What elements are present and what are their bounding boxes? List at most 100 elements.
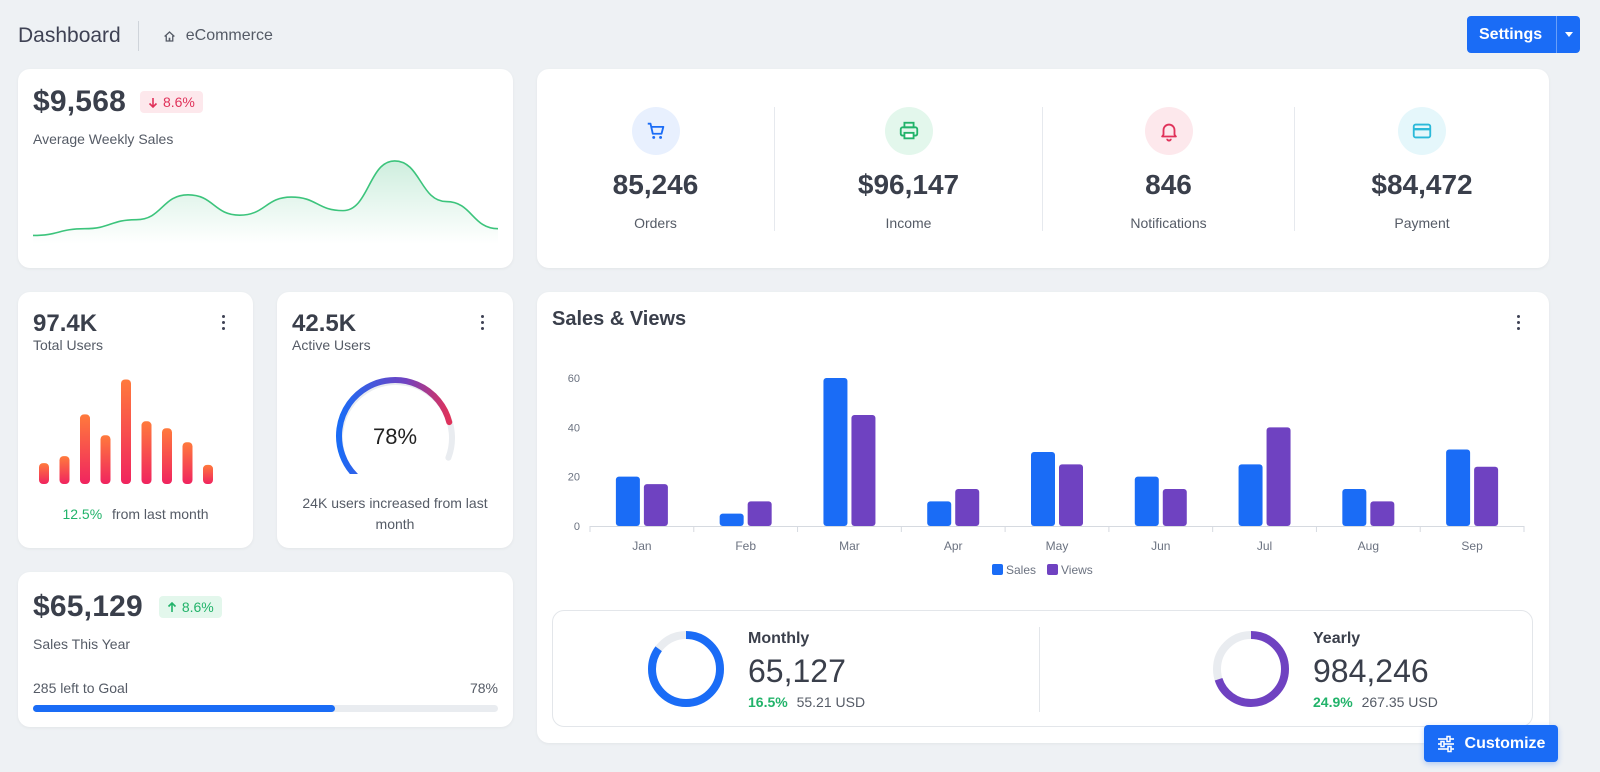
customize-button[interactable]: Customize [1424, 725, 1558, 762]
stat-label: Payment [1394, 215, 1450, 231]
stat-value: $84,472 [1371, 169, 1473, 200]
yearly-usd: 267.35 USD [1361, 694, 1438, 710]
cart-icon [631, 107, 680, 155]
total-users-change: 12.5% from last month [18, 506, 253, 522]
total-users-card: 97.4K Total Users 12.5% from last month [18, 292, 253, 548]
goal-percent: 78% [469, 680, 498, 696]
stat-orders: 85,246 Orders [537, 69, 774, 268]
sales-year-card: $65,129 8.6% Sales This Year 285 left to… [18, 572, 513, 727]
bar-views[interactable] [851, 415, 876, 526]
monthly-usd: 55.21 USD [796, 694, 866, 710]
sales-views-chart: 0 20 40 60 Jan Feb Mar Apr May Jun Jul Aug Sep Sales V… [568, 373, 1525, 577]
settings-label: Settings [1479, 25, 1543, 43]
more-options-icon[interactable] [1510, 314, 1526, 330]
user-bar [121, 379, 131, 484]
sales-views-title: Sales & Views [552, 308, 687, 330]
bar-views[interactable] [643, 484, 668, 526]
bar-views[interactable] [955, 489, 980, 526]
bar-views[interactable] [1059, 464, 1083, 526]
change-text: from last month [112, 506, 209, 522]
x-tick-label: Mar [839, 539, 860, 553]
bar-sales[interactable] [1134, 476, 1159, 526]
bar-sales[interactable] [1031, 452, 1055, 526]
x-tick-label: Feb [735, 539, 756, 553]
stat-value: 85,246 [612, 169, 699, 200]
yearly-meta: 24.9% 267.35 USD [1313, 694, 1438, 710]
bar-views[interactable] [1162, 489, 1187, 526]
bar-views[interactable] [1370, 501, 1395, 526]
weekly-sales-sparkline [33, 160, 498, 244]
stat-label: Orders [634, 215, 677, 231]
bar-sales[interactable] [823, 378, 848, 526]
status-badge: 8.6% [158, 596, 222, 618]
user-bar [80, 414, 90, 484]
summary-divider [1039, 627, 1040, 712]
sliders-icon [1437, 735, 1454, 752]
active-users-gauge [336, 377, 455, 474]
user-bar [162, 428, 172, 484]
yearly-pct: 24.9% [1313, 694, 1353, 710]
active-users-label: Active Users [292, 337, 371, 353]
bar-views[interactable] [1266, 427, 1291, 526]
x-tick-label: Jul [1257, 539, 1272, 553]
bar-sales[interactable] [1446, 449, 1471, 526]
monthly-pct: 16.5% [748, 694, 788, 710]
weekly-sales-card: $9,568 8.6% Average Weekly Sales [18, 69, 513, 268]
arrow-up-icon [167, 601, 176, 612]
sparkline-area [33, 160, 498, 244]
monthly-value: 65,127 [748, 653, 846, 689]
printer-icon [884, 107, 933, 155]
bar-sales[interactable] [615, 476, 640, 526]
bar-sales[interactable] [927, 501, 952, 526]
bar-sales[interactable] [1238, 464, 1263, 526]
yearly-value: 984,246 [1313, 653, 1429, 689]
active-users-footer: 24K users increased from last month [302, 495, 488, 532]
ring-progress [1213, 631, 1289, 707]
sales-year-value: $65,129 [33, 590, 143, 623]
stat-payment: $84,472 Payment [1295, 69, 1549, 268]
legend-label[interactable]: Views [1061, 563, 1093, 577]
header-divider [137, 21, 139, 51]
stat-label: Notifications [1130, 215, 1207, 231]
header-bar: Dashboard eCommerce Settings [18, 16, 1582, 54]
y-tick-label: 40 [568, 422, 580, 434]
bar-sales[interactable] [1342, 489, 1367, 526]
active-users-value: 42.5K [292, 310, 357, 337]
stat-value: $96,147 [857, 169, 960, 200]
y-tick-label: 20 [568, 472, 580, 484]
yearly-donut [1213, 631, 1289, 707]
x-tick-label: Jan [632, 539, 651, 553]
sparkline-line [33, 160, 498, 237]
status-badge: 8.6% [139, 91, 203, 113]
y-tick-label: 60 [568, 373, 580, 385]
legend-swatch [992, 564, 1003, 575]
summary-box: Monthly 65,127 16.5% 55.21 USD Yearly 98… [552, 610, 1533, 727]
goal-progress-fill [33, 705, 336, 712]
total-users-label: Total Users [33, 337, 104, 353]
breadcrumb[interactable]: eCommerce [163, 27, 273, 45]
more-options-icon[interactable] [215, 314, 231, 330]
user-bar [141, 421, 152, 484]
y-tick-label: 0 [574, 521, 580, 533]
user-bar [182, 442, 193, 484]
sales-year-badge-value: 8.6% [181, 599, 214, 615]
stat-divider [774, 107, 775, 231]
chevron-down-icon[interactable] [1556, 16, 1580, 53]
yearly-label: Yearly [1313, 630, 1361, 647]
user-bar [59, 456, 70, 484]
stat-value: 846 [1145, 169, 1192, 200]
stat-income: $96,147 Income [775, 69, 1042, 268]
more-options-icon[interactable] [474, 314, 490, 330]
bar-views[interactable] [747, 501, 772, 526]
x-tick-label: May [1046, 539, 1069, 553]
total-users-bar-chart [39, 379, 213, 484]
legend-label[interactable]: Sales [1006, 563, 1036, 577]
stat-divider [1294, 107, 1295, 231]
settings-button[interactable]: Settings [1467, 16, 1580, 53]
home-icon [163, 30, 175, 42]
weekly-sales-label: Average Weekly Sales [33, 131, 174, 147]
bar-views[interactable] [1474, 466, 1499, 526]
legend-swatch [1047, 564, 1058, 575]
change-percent: 12.5% [62, 506, 103, 522]
bar-sales[interactable] [719, 513, 744, 526]
